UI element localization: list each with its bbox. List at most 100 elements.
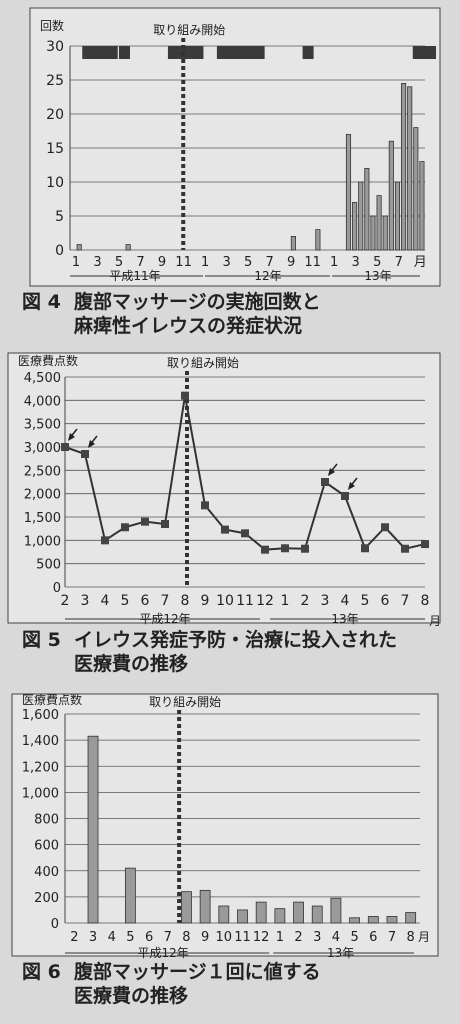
bar (408, 87, 412, 250)
y-axis-title: 医療費点数 (18, 353, 78, 368)
bar (125, 868, 135, 923)
period-label: 13年 (364, 269, 391, 283)
x-tick-label: 2 (294, 930, 302, 945)
bar (331, 898, 341, 923)
data-point (401, 545, 409, 553)
ileus-episode-block (168, 46, 204, 59)
x-tick-label: 1 (281, 593, 290, 609)
x-tick-label: 1 (201, 255, 209, 270)
x-tick-label: 7 (136, 255, 144, 270)
bar (401, 83, 405, 250)
y-tick-label: 5 (55, 209, 64, 225)
bar (389, 141, 393, 250)
x-tick-label: 1 (276, 930, 284, 945)
bar (219, 906, 229, 923)
x-tick-label: 4 (108, 930, 116, 945)
bar (371, 216, 375, 250)
y-tick-label: 0 (51, 917, 59, 932)
bar (77, 245, 81, 250)
x-tick-label: 11 (234, 930, 251, 945)
x-tick-label: 8 (421, 593, 430, 609)
y-tick-label: 2,000 (24, 488, 61, 503)
bar (88, 736, 98, 923)
x-tick-label: 5 (373, 255, 381, 270)
bar (291, 236, 295, 250)
bar (312, 906, 322, 923)
x-tick-label: 3 (222, 255, 230, 270)
y-tick-label: 10 (46, 175, 64, 191)
x-tick-label: 1 (330, 255, 338, 270)
y-tick-label: 25 (46, 73, 64, 89)
bar (359, 182, 363, 250)
y-tick-label: 1,200 (22, 760, 59, 775)
intervention-annotation: 取り組み開始 (149, 695, 221, 709)
y-tick-label: 15 (46, 141, 64, 157)
x-tick-label: 9 (287, 255, 295, 270)
caption-fig6: 図 6 腹部マッサージ１回に値する 医療費の推移 (22, 960, 321, 1008)
caption-number: 図 5 (22, 628, 74, 652)
y-tick-label: 3,000 (24, 441, 61, 456)
x-tick-label: 12 (256, 593, 274, 609)
y-tick-label: 0 (55, 243, 64, 259)
data-point (161, 520, 169, 528)
y-axis-title: 回数 (40, 18, 64, 33)
data-point (421, 540, 429, 548)
x-tick-label: 6 (141, 593, 150, 609)
x-tick-label: 1 (72, 255, 80, 270)
data-point (301, 545, 309, 553)
bar (238, 910, 248, 923)
figure-5: 0 500 1,000 1,500 2,000 2,500 3,000 3,500 4,000 4… (0, 345, 460, 690)
chart-frame (8, 353, 440, 623)
bar (395, 182, 399, 250)
x-tick-label: 8 (407, 930, 415, 945)
period-label: 13年 (327, 946, 354, 960)
y-tick-label: 600 (34, 839, 59, 854)
data-point (241, 529, 249, 537)
bar (420, 162, 424, 250)
caption-fig5: 図 5 イレウス発症予防・治療に投入された 医療費の推移 (22, 628, 397, 676)
bar (352, 202, 356, 250)
x-tick-label: 7 (164, 930, 172, 945)
bar (316, 230, 320, 250)
data-point (281, 544, 289, 552)
bar (200, 890, 210, 923)
intervention-annotation: 取り組み開始 (153, 23, 225, 37)
x-tick-label: 3 (93, 255, 101, 270)
x-tick-label: 7 (388, 930, 396, 945)
caption-line2: 医療費の推移 (22, 652, 397, 676)
x-unit-label: 月 (429, 614, 441, 628)
x-tick-label: 2 (61, 593, 70, 609)
ileus-episode-block (217, 46, 265, 59)
ileus-episode-block (119, 46, 130, 59)
y-tick-label: 400 (34, 865, 59, 880)
x-unit-label: 月 (418, 930, 430, 944)
bar (377, 196, 381, 250)
period-label: 13年 (331, 612, 358, 626)
figure-4: 0 5 10 15 20 25 30 回数 取り組み開始 1 3 5 7 9 11 1 3 5 7 9 11 1 3 5 7 月平… (0, 0, 460, 345)
x-tick-label: 7 (401, 593, 410, 609)
data-point (101, 536, 109, 544)
bar (275, 909, 285, 923)
bar (368, 916, 378, 923)
y-tick-label: 1,400 (22, 734, 59, 749)
y-tick-label: 1,500 (24, 511, 61, 526)
data-point (321, 478, 329, 486)
x-tick-label: 6 (145, 930, 153, 945)
x-tick-label: 3 (81, 593, 90, 609)
bar (365, 168, 369, 250)
x-tick-label: 2 (70, 930, 78, 945)
data-point (121, 523, 129, 531)
x-tick-label: 12 (253, 930, 270, 945)
y-axis-title: 医療費点数 (22, 692, 82, 707)
x-tick-label: 4 (332, 930, 340, 945)
x-tick-label: 5 (126, 930, 134, 945)
bar (387, 916, 397, 923)
y-tick-label: 1,600 (22, 708, 59, 723)
bar (414, 128, 418, 250)
x-tick-label: 9 (158, 255, 166, 270)
data-point (81, 450, 89, 458)
period-label: 平成12年 (137, 946, 188, 960)
bar (256, 902, 266, 923)
caption-line1: 腹部マッサージの実施回数と (74, 291, 321, 313)
ileus-episode-block (82, 46, 118, 59)
